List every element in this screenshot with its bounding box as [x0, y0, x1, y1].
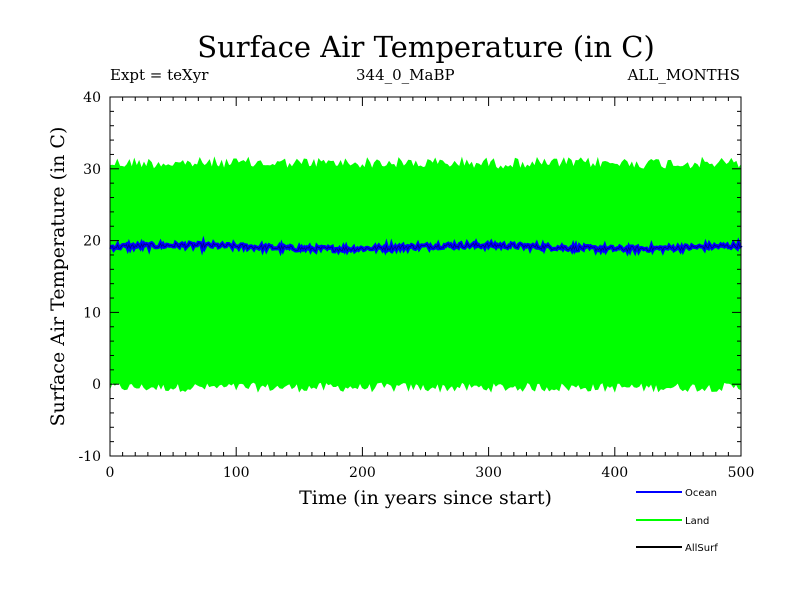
- y-tick-label: -10: [78, 449, 101, 465]
- x-tick-label: 100: [223, 465, 250, 481]
- y-tick-label: 10: [83, 305, 101, 321]
- subtitle-age: 344_0_MaBP: [356, 66, 455, 84]
- y-tick-label: 40: [83, 90, 101, 106]
- y-tick-label: 20: [83, 234, 101, 250]
- legend-ocean-label: Ocean: [685, 488, 717, 499]
- y-tick-label: 30: [83, 162, 101, 178]
- legend-allsurf-label: AllSurf: [685, 543, 718, 554]
- legend: Ocean Land AllSurf: [636, 488, 718, 554]
- land-series-layer: [109, 156, 742, 393]
- y-tick-label: 0: [92, 377, 101, 393]
- x-tick-label: 500: [728, 465, 755, 481]
- chart-title: Surface Air Temperature (in C): [197, 30, 655, 64]
- x-tick-label: 400: [601, 465, 628, 481]
- subtitle-experiment: Expt = teXyr: [110, 66, 209, 84]
- subtitle-months: ALL_MONTHS: [627, 66, 740, 84]
- ocean-series-layer: [109, 235, 743, 257]
- x-tick-label: 200: [349, 465, 376, 481]
- x-tick-label: 300: [475, 465, 502, 481]
- x-tick-label: 0: [106, 465, 115, 481]
- x-axis-title: Time (in years since start): [299, 487, 552, 509]
- y-axis-title: Surface Air Temperature (in C): [47, 127, 69, 427]
- allsurf-series-line: [109, 241, 742, 253]
- legend-land-label: Land: [685, 516, 709, 527]
- land-series-band: [109, 156, 742, 393]
